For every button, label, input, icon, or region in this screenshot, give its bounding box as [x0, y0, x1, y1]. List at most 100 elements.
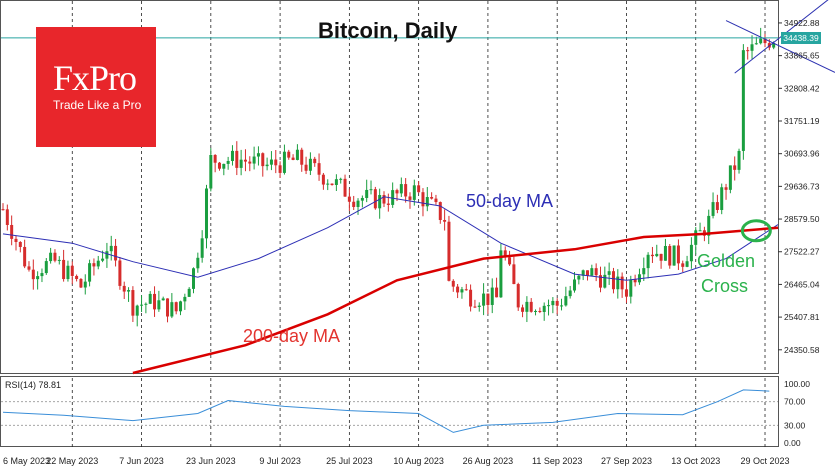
candle-body	[127, 290, 131, 292]
candle-body	[343, 178, 347, 197]
candle-body	[256, 153, 260, 157]
candle-body	[200, 238, 204, 258]
candle-body	[512, 264, 516, 285]
candle-body	[339, 178, 343, 180]
candle-body	[88, 263, 92, 282]
candle-body	[14, 238, 18, 242]
candle-body	[603, 274, 607, 288]
triangle-line	[725, 20, 835, 73]
candle-body	[239, 159, 243, 168]
candle-body	[109, 245, 113, 252]
candle-body	[759, 38, 763, 44]
candle-body	[698, 230, 702, 232]
candle-body	[261, 153, 265, 167]
rsi-label: RSI(14) 78.81	[5, 380, 61, 390]
candle-body	[408, 196, 412, 200]
candle-body	[269, 159, 273, 165]
candle-body	[196, 257, 200, 269]
rsi-tick-label: 70.00	[784, 397, 806, 407]
candle-body	[447, 221, 451, 281]
candle-body	[451, 280, 455, 287]
candle-body	[434, 198, 438, 203]
rsi-axis: 100.00 70.00 30.00 0.00	[784, 379, 810, 448]
candle-body	[477, 305, 481, 307]
candle-body	[57, 259, 61, 261]
price-panel-frame	[0, 0, 779, 374]
candle-body	[564, 296, 568, 306]
candle-body	[542, 305, 546, 312]
candle-body	[75, 275, 79, 280]
candle-body	[101, 258, 105, 261]
x-tick-label: 6 May 2023	[3, 456, 50, 466]
candle-body	[157, 300, 161, 310]
candle-body	[469, 289, 473, 307]
candle-body	[607, 271, 611, 275]
candle-body	[83, 281, 87, 288]
candle-body	[590, 268, 594, 276]
candle-body	[347, 196, 351, 202]
candle-body	[711, 202, 715, 216]
candle-body	[365, 189, 369, 198]
x-tick-label: 9 Jul 2023	[259, 456, 301, 466]
candle-body	[144, 303, 148, 305]
candle-body	[404, 184, 408, 197]
candle-body	[616, 276, 620, 290]
candle-body	[226, 160, 230, 164]
x-tick-label: 7 Jun 2023	[119, 456, 164, 466]
x-tick-label: 11 Sep 2023	[532, 456, 582, 466]
candle-body	[694, 230, 698, 245]
candle-body	[659, 253, 663, 261]
candle-body	[153, 293, 157, 310]
candle-body	[135, 305, 139, 316]
candle-body	[386, 203, 390, 205]
candle-body	[235, 150, 239, 168]
candle-body	[174, 302, 178, 312]
candle-body	[274, 159, 278, 166]
candle-body	[443, 219, 447, 222]
candle-body	[438, 202, 442, 220]
candle-body	[382, 195, 386, 204]
candle-body	[1, 209, 5, 211]
candle-body	[213, 154, 217, 163]
candle-body	[655, 253, 659, 257]
candle-body	[399, 184, 403, 194]
candle-body	[754, 43, 758, 45]
candle-body	[464, 289, 468, 291]
candle-body	[672, 245, 676, 266]
candle-body	[31, 269, 35, 280]
candle-body	[252, 156, 256, 164]
candle-body	[430, 197, 434, 199]
candle-body	[668, 245, 672, 266]
chart-title: Bitcoin, Daily	[318, 18, 458, 43]
candle-body	[79, 279, 83, 288]
x-tick-label: 10 Aug 2023	[393, 456, 444, 466]
candle-body	[243, 159, 247, 162]
ma50-line	[2, 196, 779, 281]
candle-body	[23, 246, 27, 267]
price-axis: 34922.88 33865.65 32808.42 31751.19 30693.96…	[778, 18, 820, 355]
candle-body	[650, 254, 654, 257]
candle-body	[44, 261, 48, 274]
candle-body	[161, 298, 165, 301]
candle-body	[573, 279, 577, 291]
candle-body	[105, 251, 109, 259]
candle-body	[547, 305, 551, 307]
candle-body	[278, 165, 282, 173]
candle-body	[179, 301, 183, 312]
x-tick-label: 26 Aug 2023	[463, 456, 514, 466]
candle-body	[18, 241, 22, 247]
candle-body	[321, 174, 325, 185]
ma200-annotation: 200-day MA	[243, 326, 341, 346]
candle-body	[460, 289, 464, 293]
candle-body	[131, 290, 135, 316]
candle-body	[568, 290, 572, 297]
candle-body	[118, 260, 122, 286]
candle-body	[746, 50, 750, 52]
candle-body	[508, 257, 512, 265]
candle-body	[490, 287, 494, 305]
candle-body	[291, 157, 295, 160]
candle-body	[421, 192, 425, 207]
candle-body	[685, 261, 689, 267]
y-tick-label: 27522.27	[784, 247, 820, 257]
